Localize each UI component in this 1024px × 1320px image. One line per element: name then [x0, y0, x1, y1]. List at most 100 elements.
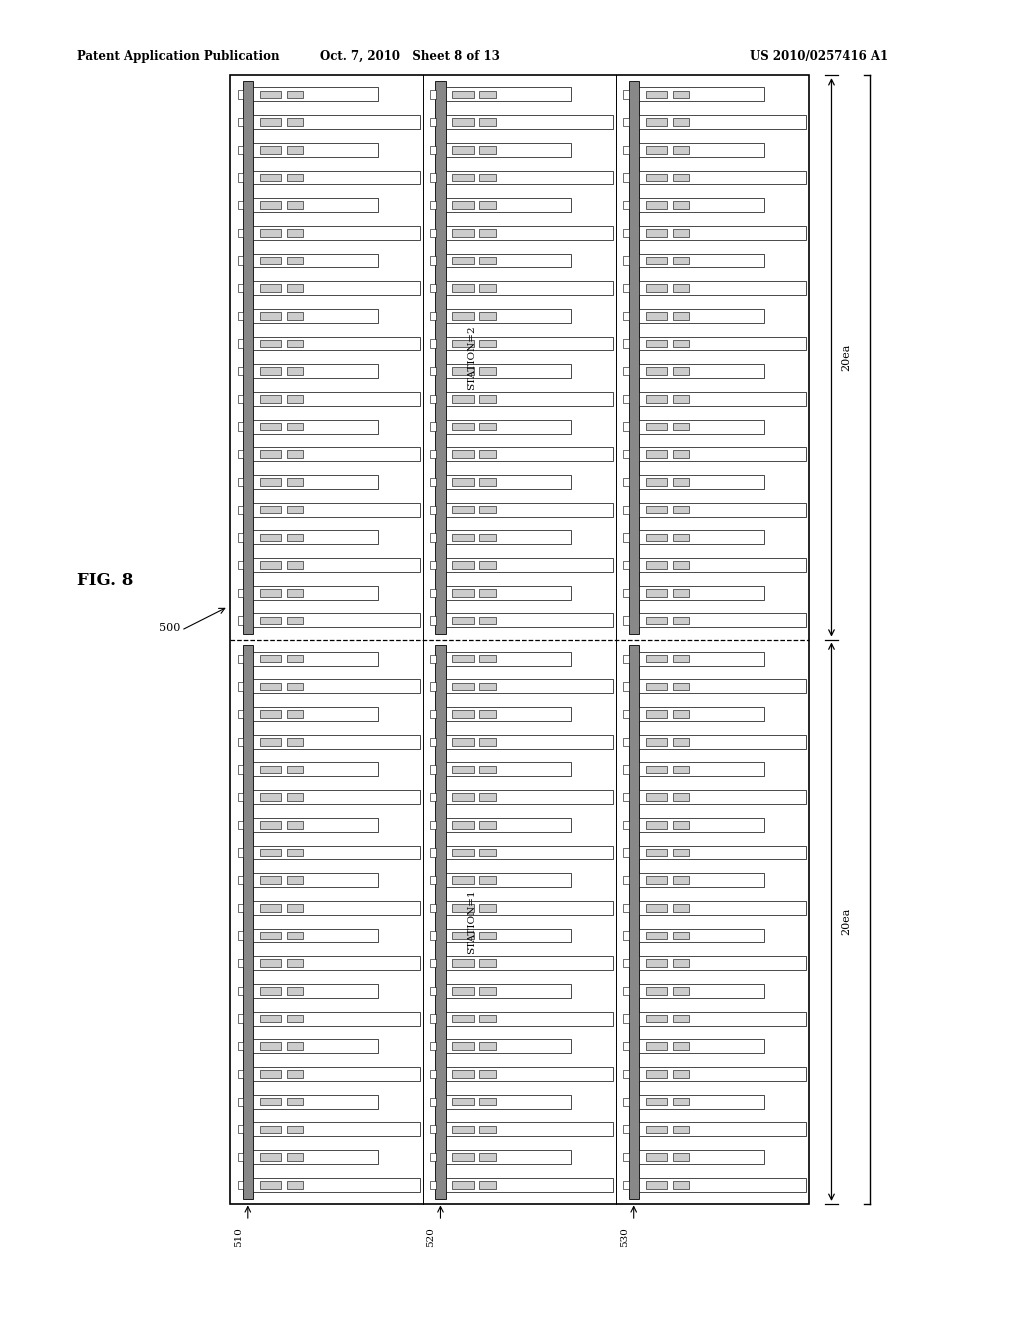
Bar — [430, 1069, 436, 1078]
Bar — [645, 1181, 668, 1188]
Bar — [238, 1069, 244, 1078]
Bar — [624, 987, 629, 995]
Bar — [645, 147, 668, 153]
Bar — [260, 228, 282, 236]
Bar — [430, 1097, 436, 1106]
Bar — [253, 652, 378, 665]
Bar — [645, 987, 668, 995]
Bar — [445, 558, 612, 572]
Bar — [479, 422, 496, 430]
Bar — [624, 1152, 629, 1162]
Bar — [430, 589, 436, 597]
Bar — [430, 738, 436, 746]
Bar — [430, 904, 436, 912]
Bar — [238, 256, 244, 264]
Bar — [453, 616, 474, 624]
Bar — [645, 422, 668, 430]
Bar — [253, 253, 378, 268]
Bar — [430, 1015, 436, 1023]
Bar — [445, 1039, 571, 1053]
Bar — [260, 533, 282, 541]
Text: 510: 510 — [233, 1228, 243, 1247]
Bar — [260, 1015, 282, 1023]
Bar — [453, 1181, 474, 1188]
Bar — [238, 201, 244, 210]
Bar — [673, 589, 689, 597]
Bar — [479, 987, 496, 995]
Bar — [430, 960, 436, 968]
Bar — [445, 902, 612, 915]
Bar — [430, 367, 436, 375]
Bar — [253, 983, 378, 998]
Text: 20ea: 20ea — [842, 908, 852, 936]
Bar — [639, 680, 806, 693]
Bar — [639, 956, 806, 970]
Bar — [253, 1094, 378, 1109]
Bar — [238, 793, 244, 801]
Bar — [639, 846, 806, 859]
Bar — [639, 281, 806, 296]
Bar — [430, 1152, 436, 1162]
Bar — [645, 589, 668, 597]
Bar — [624, 655, 629, 663]
Bar — [238, 228, 244, 238]
Bar — [624, 932, 629, 940]
Bar — [253, 956, 420, 970]
Bar — [479, 876, 496, 884]
Bar — [673, 904, 689, 912]
Bar — [260, 682, 282, 690]
Bar — [673, 1126, 689, 1133]
Bar — [673, 987, 689, 995]
Bar — [287, 682, 303, 690]
Bar — [445, 1094, 571, 1109]
Bar — [287, 1181, 303, 1188]
Bar — [253, 143, 378, 157]
Bar — [453, 1154, 474, 1160]
Bar — [430, 173, 436, 182]
Bar — [453, 1071, 474, 1077]
Bar — [639, 447, 806, 461]
Bar — [673, 422, 689, 430]
Text: 530: 530 — [620, 1228, 629, 1247]
Bar — [673, 395, 689, 403]
Bar — [639, 902, 806, 915]
Bar — [645, 312, 668, 319]
Bar — [260, 478, 282, 486]
Bar — [479, 904, 496, 912]
Bar — [260, 561, 282, 569]
Bar — [445, 1150, 571, 1164]
Bar — [430, 284, 436, 292]
Bar — [430, 932, 436, 940]
Bar — [639, 309, 764, 323]
Bar — [287, 589, 303, 597]
Bar — [260, 821, 282, 829]
Bar — [238, 932, 244, 940]
Bar — [445, 791, 612, 804]
Bar — [253, 614, 420, 627]
Bar — [479, 450, 496, 458]
Bar — [287, 1098, 303, 1105]
Bar — [238, 589, 244, 597]
Bar — [479, 119, 496, 125]
Bar — [673, 1015, 689, 1023]
Bar — [645, 616, 668, 624]
Bar — [673, 616, 689, 624]
Bar — [479, 1154, 496, 1160]
Bar — [260, 395, 282, 403]
Bar — [287, 710, 303, 718]
Bar — [645, 960, 668, 968]
Bar — [260, 91, 282, 98]
Bar — [445, 364, 571, 378]
Bar — [238, 876, 244, 884]
Bar — [260, 616, 282, 624]
Bar — [673, 960, 689, 968]
Bar — [624, 1015, 629, 1023]
Bar — [253, 447, 420, 461]
Bar — [624, 395, 629, 403]
Bar — [445, 337, 612, 351]
Bar — [238, 1097, 244, 1106]
Bar — [624, 284, 629, 292]
Bar — [673, 119, 689, 125]
Bar — [287, 904, 303, 912]
Bar — [453, 932, 474, 940]
